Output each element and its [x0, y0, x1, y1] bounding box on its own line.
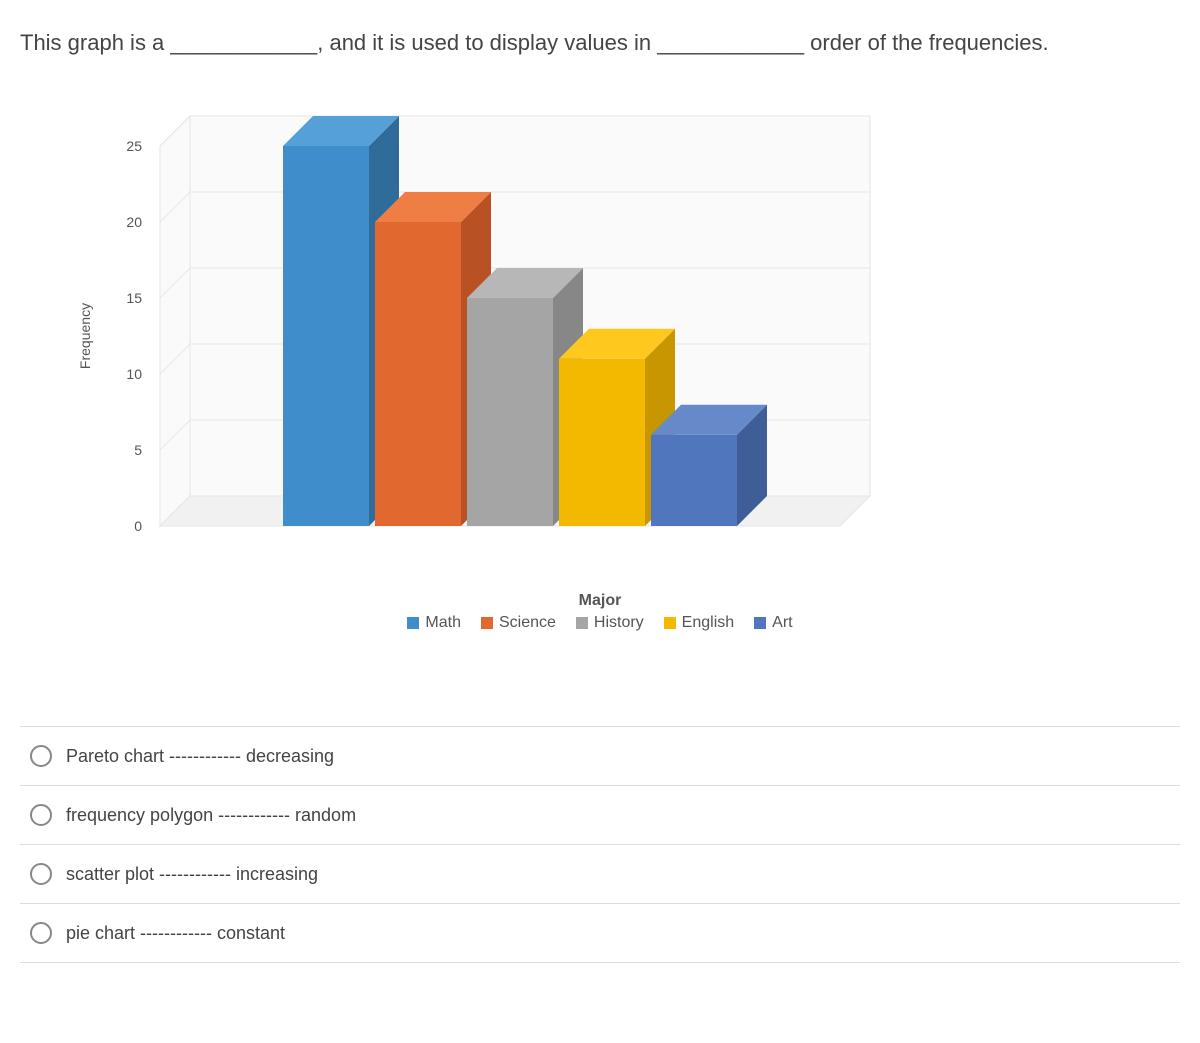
answer-option[interactable]: frequency polygon ------------ random — [20, 786, 1180, 845]
question-mid: , and it is used to display values in — [317, 30, 657, 55]
y-tick-label: 15 — [126, 290, 142, 306]
answer-label: frequency polygon ------------ random — [66, 805, 356, 826]
legend-swatch — [576, 617, 588, 629]
legend-item: Science — [481, 614, 556, 632]
answer-option[interactable]: Pareto chart ------------ decreasing — [20, 727, 1180, 786]
legend-label: History — [594, 614, 644, 632]
question-suffix: order of the frequencies. — [804, 30, 1049, 55]
chart-legend: Math Science History English Art — [20, 614, 1180, 634]
legend-swatch — [481, 617, 493, 629]
chart-area: 0 5 10 15 20 25 Frequency Major Math Science His… — [20, 86, 1180, 686]
x-axis-label: Major — [20, 592, 1180, 610]
y-tick-label: 0 — [134, 518, 142, 534]
radio-icon[interactable] — [30, 863, 52, 885]
question-blank-1: ____________ — [170, 30, 317, 55]
question-text: This graph is a ____________, and it is … — [20, 30, 1180, 56]
legend-item: History — [576, 614, 644, 632]
legend-item: Art — [754, 614, 792, 632]
y-tick-label: 25 — [126, 138, 142, 154]
answer-label: Pareto chart ------------ decreasing — [66, 746, 334, 767]
legend-item: Math — [407, 614, 461, 632]
answer-label: pie chart ------------ constant — [66, 923, 285, 944]
legend-label: Art — [772, 614, 792, 632]
legend-swatch — [754, 617, 766, 629]
answer-option[interactable]: pie chart ------------ constant — [20, 904, 1180, 963]
bar-front — [375, 222, 461, 526]
y-tick-label: 5 — [134, 442, 142, 458]
legend-label: Math — [425, 614, 461, 632]
y-axis-label: Frequency — [77, 303, 93, 369]
y-tick-label: 20 — [126, 214, 142, 230]
radio-icon[interactable] — [30, 804, 52, 826]
legend-label: English — [682, 614, 734, 632]
answer-option[interactable]: scatter plot ------------ increasing — [20, 845, 1180, 904]
chart-side-wall — [160, 116, 190, 526]
legend-swatch — [664, 617, 676, 629]
radio-icon[interactable] — [30, 745, 52, 767]
answer-list: Pareto chart ------------ decreasing freq… — [20, 726, 1180, 963]
bar-front — [559, 359, 645, 526]
bar-front — [651, 435, 737, 526]
legend-label: Science — [499, 614, 556, 632]
radio-icon[interactable] — [30, 922, 52, 944]
question-prefix: This graph is a — [20, 30, 170, 55]
answer-label: scatter plot ------------ increasing — [66, 864, 318, 885]
frequency-bar-chart: 0 5 10 15 20 25 Frequency — [20, 106, 900, 586]
bar-front — [467, 298, 553, 526]
legend-swatch — [407, 617, 419, 629]
question-blank-2: ____________ — [657, 30, 804, 55]
y-tick-label: 10 — [126, 366, 142, 382]
legend-item: English — [664, 614, 734, 632]
bar-front — [283, 146, 369, 526]
